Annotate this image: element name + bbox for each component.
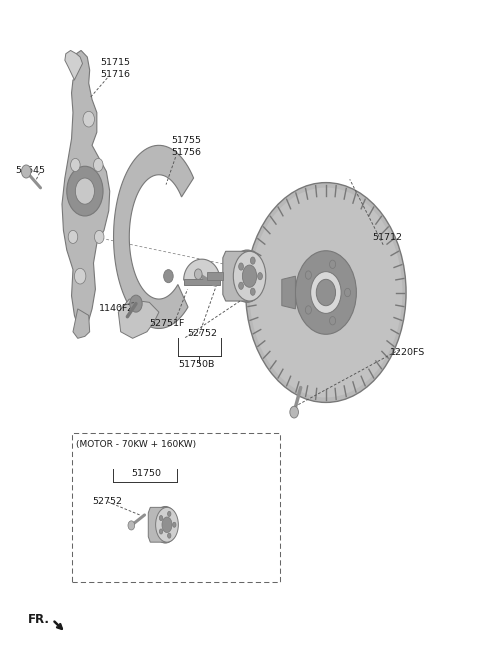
Circle shape xyxy=(130,295,142,312)
Text: 52752: 52752 xyxy=(92,497,122,507)
Text: 52752: 52752 xyxy=(188,329,217,338)
Text: 51756: 51756 xyxy=(171,148,201,157)
Circle shape xyxy=(246,183,406,403)
Ellipse shape xyxy=(251,288,255,295)
Circle shape xyxy=(316,279,336,306)
Text: 1140FZ: 1140FZ xyxy=(99,304,135,313)
Circle shape xyxy=(83,111,95,127)
Polygon shape xyxy=(62,51,110,328)
Ellipse shape xyxy=(239,282,243,289)
Polygon shape xyxy=(282,276,295,309)
Text: FR.: FR. xyxy=(28,613,49,626)
Text: 51750B: 51750B xyxy=(178,360,215,369)
Circle shape xyxy=(290,406,299,418)
Text: 51716: 51716 xyxy=(101,70,131,79)
Circle shape xyxy=(305,271,312,279)
Polygon shape xyxy=(206,272,223,280)
Text: 51755: 51755 xyxy=(171,136,201,145)
Polygon shape xyxy=(184,259,220,280)
Circle shape xyxy=(68,231,78,244)
Ellipse shape xyxy=(156,507,179,542)
Circle shape xyxy=(194,269,202,279)
Circle shape xyxy=(67,166,103,216)
Ellipse shape xyxy=(159,529,163,534)
Polygon shape xyxy=(65,51,83,80)
Ellipse shape xyxy=(242,265,257,287)
Ellipse shape xyxy=(173,522,176,528)
Ellipse shape xyxy=(168,533,171,538)
Circle shape xyxy=(95,231,104,244)
Bar xyxy=(72,433,280,582)
Circle shape xyxy=(330,317,336,325)
Circle shape xyxy=(94,158,103,171)
Ellipse shape xyxy=(251,257,255,264)
Polygon shape xyxy=(118,299,159,338)
Circle shape xyxy=(330,260,336,269)
Circle shape xyxy=(249,187,402,397)
Bar xyxy=(184,279,220,285)
Circle shape xyxy=(345,288,350,297)
Polygon shape xyxy=(114,145,193,328)
Circle shape xyxy=(22,165,31,178)
Ellipse shape xyxy=(239,263,243,270)
Circle shape xyxy=(295,251,356,334)
Circle shape xyxy=(305,306,312,314)
Circle shape xyxy=(75,178,95,204)
Polygon shape xyxy=(148,507,168,542)
Ellipse shape xyxy=(258,273,263,280)
Ellipse shape xyxy=(233,251,266,301)
Polygon shape xyxy=(223,251,251,301)
Text: 54645: 54645 xyxy=(16,166,46,175)
Text: (MOTOR - 70KW + 160KW): (MOTOR - 70KW + 160KW) xyxy=(76,440,196,449)
Ellipse shape xyxy=(153,507,177,543)
Circle shape xyxy=(311,271,341,313)
Ellipse shape xyxy=(230,250,264,302)
Ellipse shape xyxy=(162,517,172,533)
Text: 51715: 51715 xyxy=(101,58,131,67)
Text: 51712: 51712 xyxy=(372,233,403,242)
Ellipse shape xyxy=(168,511,171,516)
Text: 51750: 51750 xyxy=(131,468,161,478)
Text: 1220FS: 1220FS xyxy=(390,348,426,357)
Circle shape xyxy=(74,268,86,284)
Ellipse shape xyxy=(159,516,163,520)
Circle shape xyxy=(128,521,135,530)
Polygon shape xyxy=(73,309,90,338)
Circle shape xyxy=(71,158,80,171)
Circle shape xyxy=(164,269,173,283)
Text: 52751F: 52751F xyxy=(149,319,185,328)
